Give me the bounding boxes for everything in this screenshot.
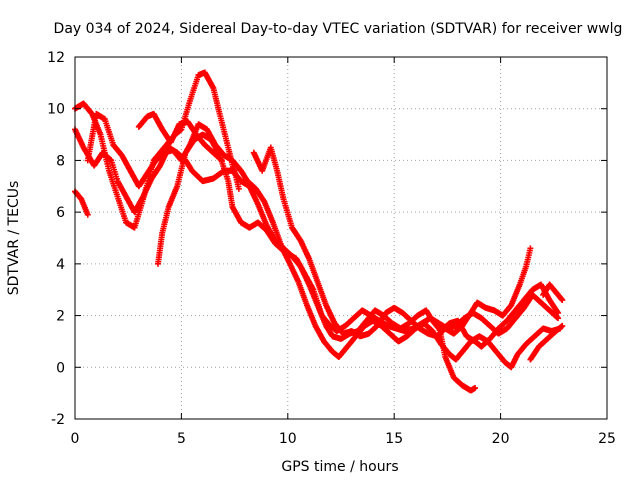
- data-point: [559, 322, 566, 329]
- series-track-i: [527, 322, 566, 363]
- series-track-g: [250, 144, 534, 340]
- series-track-a: [72, 126, 242, 216]
- data-point: [555, 315, 562, 322]
- data-point: [472, 384, 479, 391]
- data-point: [559, 297, 566, 304]
- y-tick-label: 2: [56, 309, 65, 325]
- series-track-e: [154, 131, 564, 371]
- y-tick-label: -2: [51, 412, 65, 428]
- y-tick-label: 6: [56, 205, 65, 221]
- grid-lines: [75, 57, 607, 419]
- x-tick-label: 10: [279, 431, 297, 447]
- y-tick-label: 12: [47, 50, 65, 66]
- x-tick-label: 20: [492, 431, 510, 447]
- data-point: [84, 211, 91, 218]
- x-tick-label: 15: [385, 431, 403, 447]
- x-tick-label: 0: [71, 431, 80, 447]
- series-track-f: [135, 110, 225, 164]
- series-track-d: [72, 188, 91, 218]
- y-axis-label: SDTVAR / TECUs: [6, 181, 22, 296]
- x-axis-label: GPS time / hours: [281, 459, 398, 475]
- x-tick-label: 25: [598, 431, 616, 447]
- x-tick-label: 5: [177, 431, 186, 447]
- plot-frame: [74, 56, 608, 420]
- series-track-c: [84, 110, 562, 337]
- series-track-j: [540, 281, 566, 304]
- y-tick-label: 4: [56, 257, 65, 273]
- data-point: [235, 185, 242, 192]
- axis-ticks: 0 5 10 15 20 25 -2 0 2 4 6 8 10 12: [47, 50, 616, 447]
- y-tick-label: 10: [47, 102, 65, 118]
- chart-title: Day 034 of 2024, Sidereal Day-to-day VTE…: [54, 21, 623, 37]
- y-tick-label: 0: [56, 360, 65, 376]
- series-track-h: [435, 322, 479, 394]
- data-point: [218, 157, 225, 164]
- data-point: [527, 245, 534, 252]
- data-points: [72, 69, 566, 394]
- y-tick-label: 8: [56, 153, 65, 169]
